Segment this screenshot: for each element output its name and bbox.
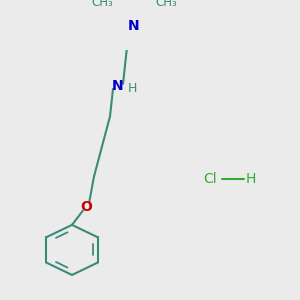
Text: Cl: Cl xyxy=(203,172,217,186)
Text: O: O xyxy=(80,200,92,214)
Text: N: N xyxy=(112,79,124,93)
Text: H: H xyxy=(127,82,137,94)
Text: N: N xyxy=(128,19,140,33)
Text: CH₃: CH₃ xyxy=(155,0,177,9)
Text: CH₃: CH₃ xyxy=(91,0,113,9)
Text: H: H xyxy=(246,172,256,186)
